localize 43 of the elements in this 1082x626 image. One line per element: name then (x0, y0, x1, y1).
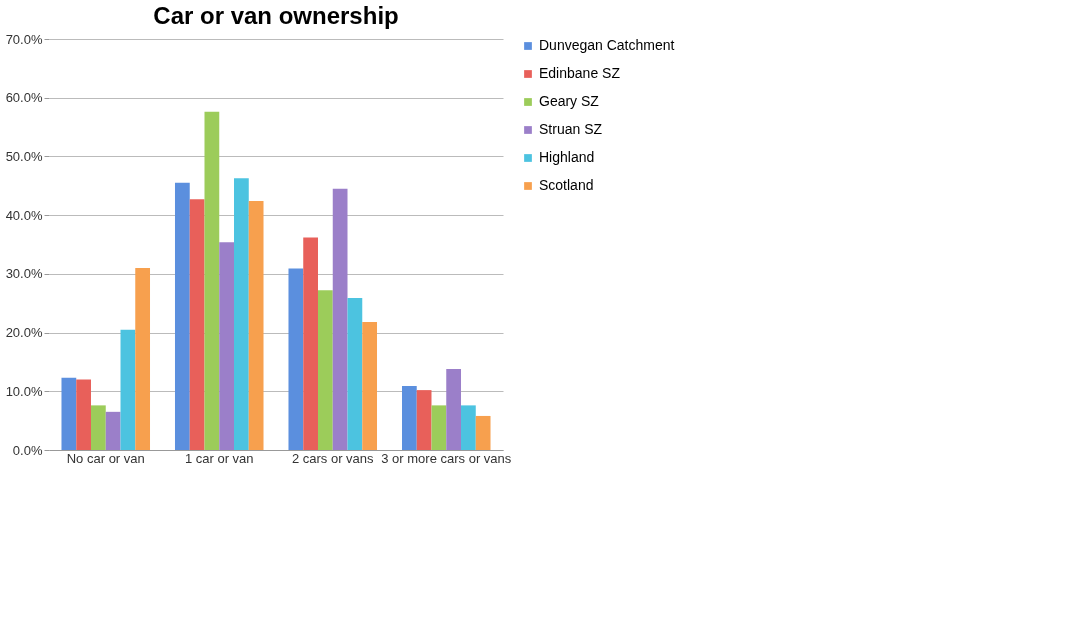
x-tick-label: 2 cars or vans (291, 450, 375, 466)
bar (332, 188, 348, 450)
bar (91, 405, 106, 450)
bar (416, 390, 432, 450)
bar (461, 405, 476, 450)
bar (431, 405, 447, 450)
bar (120, 329, 136, 450)
bar (318, 290, 333, 450)
y-tick-label: 30.0% (5, 266, 43, 282)
legend-label: Scotland (539, 177, 594, 193)
legend-label: Highland (539, 149, 595, 165)
bar (303, 237, 318, 450)
legend-label: Edinbane SZ (539, 65, 621, 81)
bar (174, 182, 190, 450)
bar (288, 268, 304, 450)
bar (105, 411, 121, 450)
bar (61, 377, 77, 450)
bar (76, 379, 91, 450)
x-tick-label: No car or van (66, 450, 145, 466)
bar (135, 267, 151, 450)
bar (189, 199, 205, 450)
bar (248, 201, 264, 450)
y-tick-label: 20.0% (5, 325, 43, 341)
bar (219, 242, 235, 450)
legend-label: Geary SZ (539, 93, 600, 109)
bar (204, 111, 220, 450)
y-tick-label: 70.0% (5, 31, 43, 47)
bar (234, 178, 249, 450)
x-tick-label: 3 or more cars or vans (381, 450, 512, 466)
chart-title: Car or van ownership (153, 2, 399, 29)
bar (401, 386, 417, 450)
legend-label: Struan SZ (539, 121, 603, 137)
y-tick-label: 40.0% (5, 207, 43, 223)
bar (347, 297, 363, 450)
legend-label: Dunvegan Catchment (539, 37, 675, 53)
bar (362, 322, 378, 450)
y-tick-label: 60.0% (5, 90, 43, 106)
bar (446, 368, 462, 450)
y-tick-label: 10.0% (5, 383, 43, 399)
y-tick-label: 50.0% (5, 148, 43, 164)
y-tick-label: 0.0% (12, 442, 43, 458)
bar (475, 415, 491, 450)
x-tick-label: 1 car or van (184, 450, 254, 466)
